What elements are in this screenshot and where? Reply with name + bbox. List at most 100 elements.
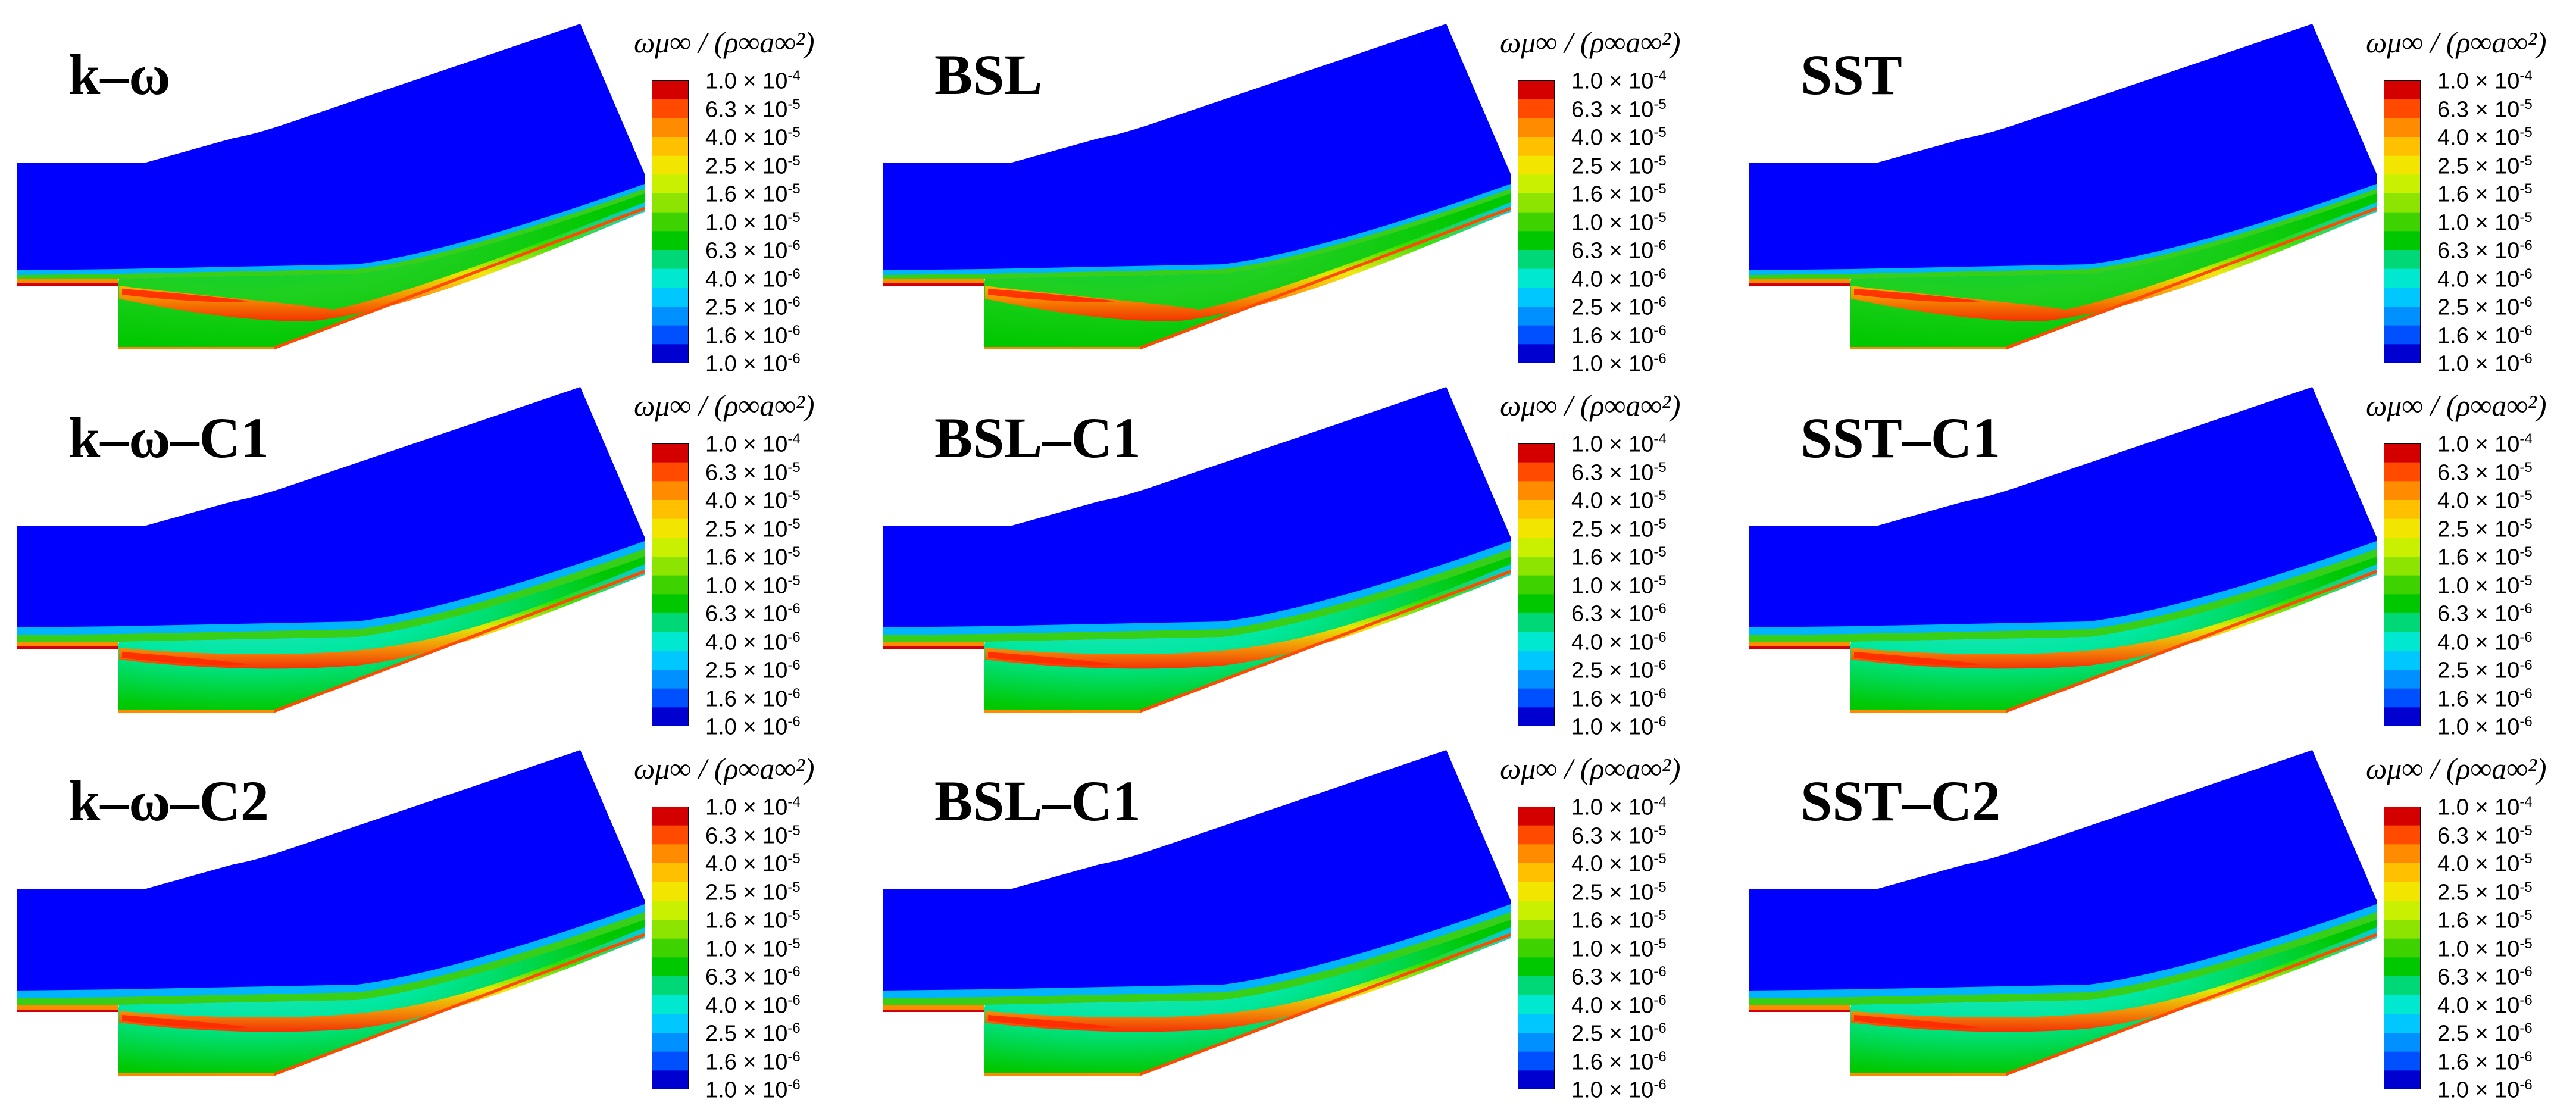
colorbar-band xyxy=(2384,807,2421,826)
colorbar-tick-label: 4.0 × 10-5 xyxy=(2437,124,2533,151)
colorbar-band xyxy=(652,807,689,826)
colorbar-tick-label: 2.5 × 10-6 xyxy=(2437,294,2533,320)
colorbar-tick-label: 4.0 × 10-6 xyxy=(705,265,801,292)
model-label: k–ω xyxy=(68,43,171,107)
colorbar-band xyxy=(652,268,689,288)
colorbar-tick-label: 4.0 × 10-6 xyxy=(1571,992,1667,1019)
colorbar-band xyxy=(652,443,689,463)
colorbar-band xyxy=(1518,594,1555,614)
colorbar-band xyxy=(652,863,689,883)
colorbar-band xyxy=(1518,882,1555,901)
legend-title: ωμ∞ / (ρ∞a∞²) xyxy=(1500,26,1681,59)
freestream-region xyxy=(1749,387,2377,643)
colorbar-tick-label: 6.3 × 10-5 xyxy=(1571,459,1667,486)
colorbar-band xyxy=(2384,325,2421,345)
colorbar-band xyxy=(652,651,689,670)
colorbar-band xyxy=(1518,863,1555,883)
colorbar-band xyxy=(2384,231,2421,251)
colorbar-band xyxy=(652,1033,689,1052)
colorbar-band xyxy=(2384,344,2421,363)
colorbar-band xyxy=(1518,995,1555,1014)
colorbar-band xyxy=(652,212,689,232)
colorbar-legend: ωμ∞ / (ρ∞a∞²) 1.0 × 10-4 6.3 × 10-5 4.0 × 1… xyxy=(1500,12,1750,376)
colorbar-tick-label: 1.6 × 10-6 xyxy=(2437,322,2533,349)
colorbar-band xyxy=(652,325,689,345)
colorbar-band xyxy=(2384,844,2421,864)
colorbar-tick-label: 1.0 × 10-5 xyxy=(1571,209,1667,236)
colorbar-band xyxy=(652,995,689,1014)
colorbar-band xyxy=(652,938,689,958)
colorbar-band xyxy=(652,137,689,157)
model-label: k–ω–C1 xyxy=(68,406,269,470)
colorbar-tick-label: 1.6 × 10-5 xyxy=(2437,907,2533,933)
colorbar xyxy=(2384,80,2421,363)
colorbar-tick-label: 2.5 × 10-5 xyxy=(705,516,801,542)
colorbar-band xyxy=(652,613,689,633)
colorbar-tick-label: 2.5 × 10-6 xyxy=(1571,1020,1667,1046)
colorbar-band xyxy=(2384,995,2421,1014)
colorbar-tick-label: 4.0 × 10-6 xyxy=(2437,629,2533,655)
colorbar-tick-label: 1.0 × 10-5 xyxy=(705,209,801,236)
colorbar-tick-label: 1.0 × 10-6 xyxy=(2437,351,2533,377)
colorbar-band xyxy=(1518,613,1555,633)
colorbar-tick-label: 6.3 × 10-5 xyxy=(705,96,801,123)
colorbar-tick-label: 6.3 × 10-5 xyxy=(1571,822,1667,849)
colorbar-tick-label: 4.0 × 10-6 xyxy=(2437,992,2533,1019)
colorbar-tick-label: 2.5 × 10-6 xyxy=(705,1020,801,1046)
colorbar-tick-label: 1.6 × 10-6 xyxy=(2437,1048,2533,1075)
colorbar-tick-label: 1.0 × 10-5 xyxy=(1571,935,1667,962)
colorbar-legend: ωμ∞ / (ρ∞a∞²) 1.0 × 10-4 6.3 × 10-5 4.0 × 1… xyxy=(2366,738,2576,1102)
colorbar-tick-label: 1.6 × 10-5 xyxy=(2437,181,2533,207)
colorbar-tick-label: 2.5 × 10-6 xyxy=(1571,657,1667,683)
colorbar-band xyxy=(1518,500,1555,520)
freestream-region xyxy=(17,24,645,280)
contour-panel: BSL–C1 ωμ∞ / (ρ∞a∞²) 1.0 × 10-4 6.3 × 10-5 4… xyxy=(866,738,1729,1102)
colorbar-tick-label: 1.0 × 10-5 xyxy=(705,572,801,599)
colorbar-band xyxy=(1518,137,1555,157)
freestream-region xyxy=(883,750,1511,1006)
recirculation-region xyxy=(118,920,645,1074)
colorbar xyxy=(2384,807,2421,1089)
colorbar-tick-label: 1.6 × 10-6 xyxy=(2437,685,2533,712)
colorbar-legend: ωμ∞ / (ρ∞a∞²) 1.0 × 10-4 6.3 × 10-5 4.0 × 1… xyxy=(1500,375,1750,739)
colorbar-band xyxy=(1518,1070,1555,1089)
colorbar-band xyxy=(652,825,689,845)
colorbar-tick-label: 6.3 × 10-6 xyxy=(2437,964,2533,990)
colorbar-tick-label: 4.0 × 10-6 xyxy=(1571,629,1667,655)
colorbar-band xyxy=(652,118,689,138)
colorbar-band xyxy=(652,344,689,363)
colorbar-tick-label: 2.5 × 10-6 xyxy=(2437,1020,2533,1046)
legend-title: ωμ∞ / (ρ∞a∞²) xyxy=(634,752,815,785)
colorbar-band xyxy=(1518,325,1555,345)
legend-title: ωμ∞ / (ρ∞a∞²) xyxy=(1500,389,1681,422)
legend-title: ωμ∞ / (ρ∞a∞²) xyxy=(634,26,815,59)
colorbar-band xyxy=(652,901,689,920)
colorbar-band xyxy=(2384,575,2421,595)
colorbar-band xyxy=(2384,688,2421,708)
colorbar-band xyxy=(1518,557,1555,576)
colorbar-band xyxy=(2384,557,2421,576)
colorbar-band xyxy=(1518,212,1555,232)
colorbar-tick-label: 4.0 × 10-6 xyxy=(705,992,801,1019)
colorbar-band xyxy=(2384,707,2421,726)
legend-title: ωμ∞ / (ρ∞a∞²) xyxy=(2366,26,2547,59)
colorbar-band xyxy=(2384,462,2421,482)
colorbar-legend: ωμ∞ / (ρ∞a∞²) 1.0 × 10-4 6.3 × 10-5 4.0 × 1… xyxy=(1500,738,1750,1102)
colorbar-tick-label: 1.6 × 10-6 xyxy=(705,322,801,349)
colorbar-band xyxy=(1518,976,1555,996)
contour-panel: SST ωμ∞ / (ρ∞a∞²) 1.0 × 10-4 6.3 × 10-5 4.0 … xyxy=(1732,12,2576,376)
colorbar-tick-label: 1.0 × 10-4 xyxy=(1571,68,1667,94)
colorbar-band xyxy=(1518,1014,1555,1033)
colorbar-band xyxy=(652,1051,689,1071)
colorbar-band xyxy=(652,920,689,939)
colorbar xyxy=(652,443,689,726)
colorbar-tick-label: 1.0 × 10-5 xyxy=(2437,209,2533,236)
colorbar-band xyxy=(2384,863,2421,883)
freestream-region xyxy=(17,387,645,643)
colorbar-tick-label: 1.6 × 10-6 xyxy=(1571,322,1667,349)
colorbar-band xyxy=(652,518,689,538)
colorbar-band xyxy=(1518,901,1555,920)
colorbar-band xyxy=(652,481,689,501)
colorbar-tick-label: 2.5 × 10-5 xyxy=(1571,152,1667,179)
colorbar-tick-label: 4.0 × 10-5 xyxy=(705,851,801,877)
